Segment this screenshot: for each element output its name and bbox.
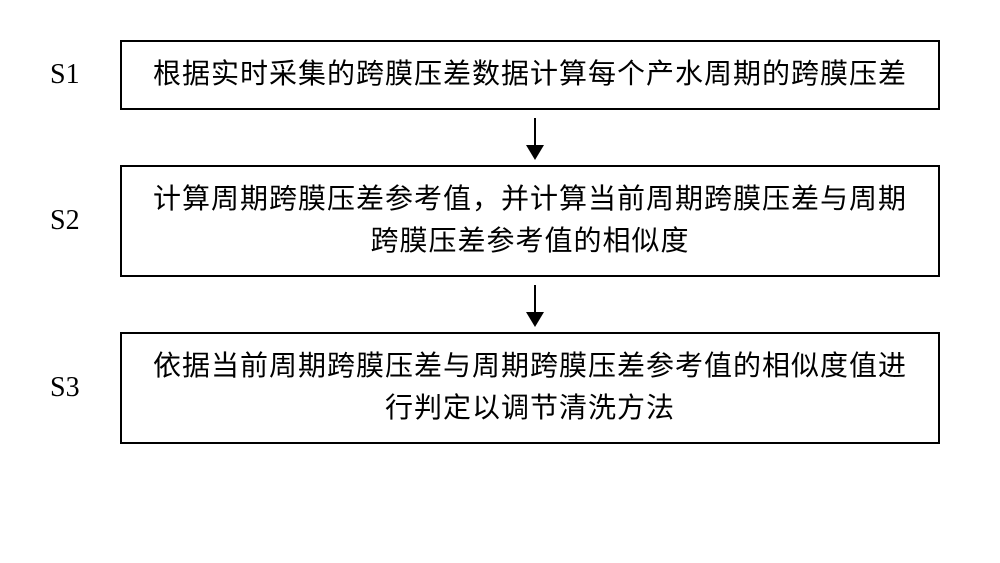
- step-box-s2: 计算周期跨膜压差参考值，并计算当前周期跨膜压差与周期跨膜压差参考值的相似度: [120, 165, 940, 277]
- arrow-icon-2: [534, 285, 536, 325]
- arrow-icon-1: [534, 118, 536, 158]
- step-row-s1: S1 根据实时采集的跨膜压差数据计算每个产水周期的跨膜压差: [50, 40, 950, 110]
- step-row-s3: S3 依据当前周期跨膜压差与周期跨膜压差参考值的相似度值进行判定以调节清洗方法: [50, 332, 950, 444]
- arrow-container-2: [50, 277, 950, 332]
- step-row-s2: S2 计算周期跨膜压差参考值，并计算当前周期跨膜压差与周期跨膜压差参考值的相似度: [50, 165, 950, 277]
- arrow-wrapper-1: [125, 110, 945, 165]
- step-label-s2: S2: [50, 205, 120, 237]
- step-label-s1: S1: [50, 59, 120, 91]
- arrow-wrapper-2: [125, 277, 945, 332]
- step-box-s1: 根据实时采集的跨膜压差数据计算每个产水周期的跨膜压差: [120, 40, 940, 110]
- step-label-s3: S3: [50, 372, 120, 404]
- arrow-container-1: [50, 110, 950, 165]
- flowchart-container: S1 根据实时采集的跨膜压差数据计算每个产水周期的跨膜压差 S2 计算周期跨膜压…: [50, 40, 950, 444]
- step-box-s3: 依据当前周期跨膜压差与周期跨膜压差参考值的相似度值进行判定以调节清洗方法: [120, 332, 940, 444]
